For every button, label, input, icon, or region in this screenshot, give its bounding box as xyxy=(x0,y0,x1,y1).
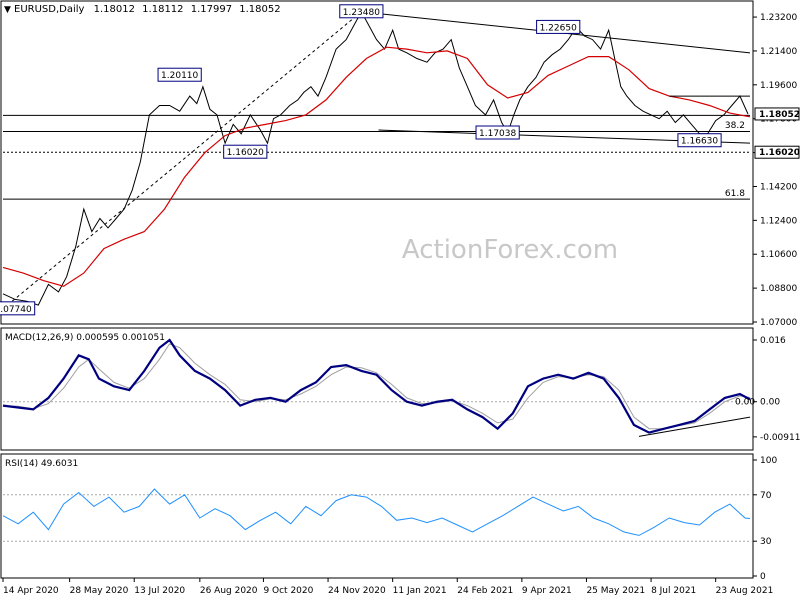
y-tick-label: 1.12400 xyxy=(760,216,797,226)
price-callout-box xyxy=(157,67,202,82)
price-callout-label: 1.22650 xyxy=(540,23,577,33)
x-tick-label: 11 Jan 2021 xyxy=(393,586,447,596)
macd-y-tick-label: 0.00 xyxy=(760,398,780,408)
macd-y-tick-label: 0.016 xyxy=(760,336,786,346)
price-callout-box xyxy=(475,125,520,140)
x-tick-label: 24 Nov 2020 xyxy=(328,586,386,596)
x-tick-label: 14 Apr 2020 xyxy=(3,586,59,596)
rsi-title: RSI(14) 49.6031 xyxy=(5,459,78,469)
y-tick-label: 1.14200 xyxy=(760,182,797,192)
y-tick-label: 1.10600 xyxy=(760,250,797,260)
price-callout-box xyxy=(536,19,581,34)
rsi-layer xyxy=(2,488,751,542)
ohlc-close: 1.18052 xyxy=(239,4,280,15)
price-callout-box xyxy=(339,4,384,19)
price-callout-label: 1.16020 xyxy=(227,148,264,158)
macd-y-tick-label: -0.009116 xyxy=(760,433,800,443)
ohlc-low: 1.17997 xyxy=(191,4,232,15)
price-trendlines xyxy=(2,11,751,310)
price-labels-layer: 1.07740 1.20110 1.16020 1.23480 1.17038 1.226… xyxy=(0,4,745,316)
chart-header: EURUSD,Daily 1.18012 1.18112 1.17997 1.1… xyxy=(14,4,281,15)
x-tick-label: 26 Aug 2020 xyxy=(200,586,258,596)
macd-line xyxy=(2,338,751,434)
macd-panel-frame xyxy=(0,327,754,451)
price-series-line xyxy=(2,10,749,306)
macd-title: MACD(12,26,9) 0.000595 0.001051 xyxy=(5,333,165,343)
x-tick-label: 24 Feb 2021 xyxy=(457,586,513,596)
price-callout-box xyxy=(0,301,36,316)
price-series-layer xyxy=(2,10,751,306)
y-tick-label: 1.21400 xyxy=(760,47,797,57)
x-tick-label: 13 Jul 2020 xyxy=(134,586,185,596)
x-tick-label: 28 May 2020 xyxy=(70,586,129,596)
x-tick-label: 9 Oct 2020 xyxy=(263,586,313,596)
price-callout-label: 1.17038 xyxy=(479,129,516,139)
ohlc-high: 1.18112 xyxy=(142,4,183,15)
x-axis: 14 Apr 2020 28 May 2020 13 Jul 2020 26 Aug … xyxy=(2,578,774,596)
price-lines-layer xyxy=(3,114,750,200)
y-tick-label: 1.07000 xyxy=(760,318,797,328)
watermark: ActionForex.com xyxy=(402,235,618,265)
rsi-panel-frame xyxy=(0,453,754,579)
macd-signal-line xyxy=(2,343,751,430)
x-tick-label: 8 Jul 2021 xyxy=(651,586,696,596)
macd-value-tag: 0.00 xyxy=(735,398,755,408)
moving-average-line xyxy=(2,46,751,287)
price-callout-box xyxy=(677,133,722,148)
ohlc-open: 1.18012 xyxy=(94,4,135,15)
macd-axis: 0.016 0.00 -0.009116 0.00 xyxy=(735,336,800,443)
rise-projection-line xyxy=(2,11,362,310)
x-tick-label: 23 Aug 2021 xyxy=(716,586,774,596)
y-tick-label: 1.19600 xyxy=(760,81,797,91)
price-tag-box xyxy=(754,107,800,121)
rsi-line xyxy=(2,488,751,536)
x-tick-label: 25 May 2021 xyxy=(586,586,645,596)
price-panel-frame xyxy=(0,0,754,325)
rsi-y-tick-label: 70 xyxy=(760,491,772,501)
price-tag-label: 1.18052 xyxy=(759,110,800,120)
price-tag-box xyxy=(754,145,800,159)
price-callout-label: 1.20110 xyxy=(161,71,198,81)
price-callout-label: 1.23480 xyxy=(343,8,380,18)
macd-layer xyxy=(2,338,751,437)
price-tag-label: 1.16020 xyxy=(759,148,800,158)
y-tick-label: 1.23200 xyxy=(760,13,797,23)
fibonacci-label: 61.8 xyxy=(725,189,745,199)
rsi-axis: 100 70 30 0 xyxy=(753,456,777,582)
rsi-y-tick-label: 100 xyxy=(760,456,777,466)
symbol-label: EURUSD,Daily xyxy=(14,4,85,15)
y-tick-label: 1.08800 xyxy=(760,284,797,294)
price-callout-box xyxy=(223,144,268,159)
chart-header-arrow: ▼ xyxy=(4,5,11,15)
price-callout-label: 1.16630 xyxy=(681,137,718,147)
rsi-y-tick-label: 30 xyxy=(760,537,772,547)
price-axis: 1.232001.214001.196001.178001.160001.142… xyxy=(753,13,800,328)
price-callout-label: 1.07740 xyxy=(0,305,32,315)
rsi-y-tick-label: 0 xyxy=(760,572,766,582)
fibonacci-label: 38.2 xyxy=(725,121,745,131)
x-tick-label: 9 Apr 2021 xyxy=(522,586,572,596)
macd-trendline xyxy=(638,416,751,437)
